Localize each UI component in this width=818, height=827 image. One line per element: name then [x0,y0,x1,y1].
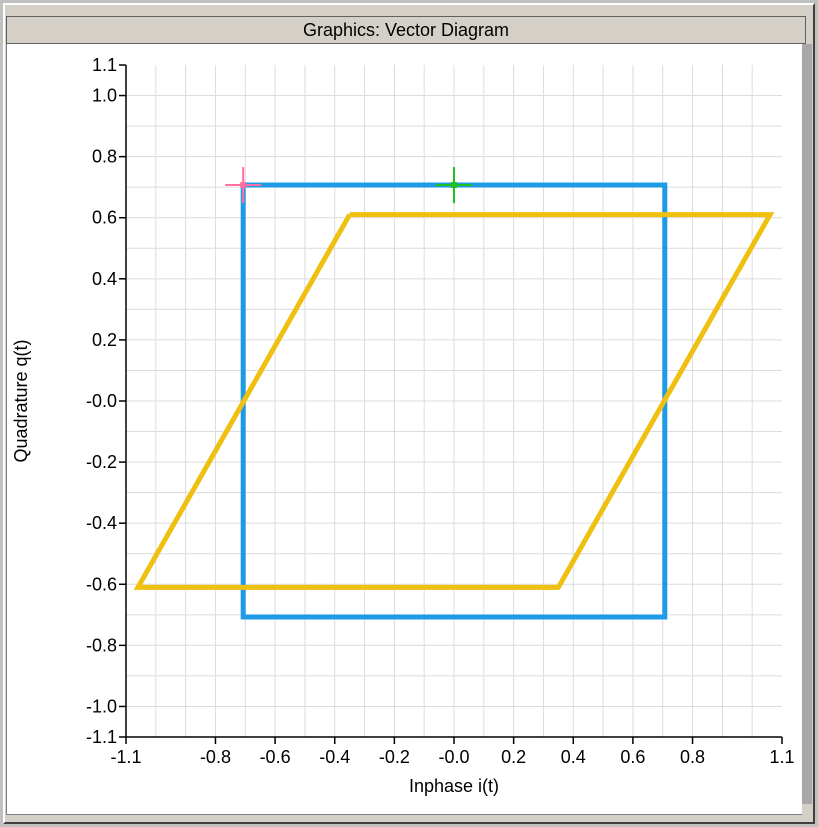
y-tick-label: -1.1 [86,727,117,747]
right-panel-strip [801,44,812,804]
y-tick-label: -0.8 [86,635,117,655]
y-tick-label: 0.4 [92,269,117,289]
x-tick-label: -0.6 [260,747,291,767]
x-tick-label: -0.0 [438,747,469,767]
x-tick-label: 0.6 [620,747,645,767]
x-tick-label: -0.8 [200,747,231,767]
x-tick-label: -0.2 [379,747,410,767]
y-tick-label: 1.1 [92,55,117,75]
start-marker [225,167,262,204]
y-tick-label: -0.4 [86,513,117,533]
x-tick-label: -0.4 [319,747,350,767]
x-tick-label: 0.2 [501,747,526,767]
x-tick-label: 0.8 [680,747,705,767]
y-tick-label: -0.0 [86,391,117,411]
y-tick-label: -0.2 [86,452,117,472]
start-marker-dot [240,182,247,189]
y-axis-label: Quadrature q(t) [11,339,31,462]
window-title: Graphics: Vector Diagram [6,16,806,44]
y-tick-label: 0.6 [92,208,117,228]
vector-diagram-chart: 1.1 1.0 0.8 0.6 0.4 0.2 -0.0 -0.2 -0.4 -0.6 -0.8 -1… [11,55,795,796]
x-tick-label: 1.1 [769,747,794,767]
center-marker-dot [451,182,457,189]
y-tick-label: -0.6 [86,574,117,594]
y-tick-label: 0.8 [92,147,117,167]
x-tick-label: -1.1 [110,747,141,767]
series-line-1 [133,212,775,590]
center-marker [436,167,472,204]
y-tick-label: 0.2 [92,330,117,350]
plot-panel: 1.1 1.0 0.8 0.6 0.4 0.2 -0.0 -0.2 -0.4 -0.6 -0.8 -1… [6,44,802,815]
x-tick-label: 0.4 [561,747,586,767]
x-axis-label: Inphase i(t) [409,776,499,796]
series-line-0 [240,182,668,620]
y-tick-label: -1.0 [86,696,117,716]
y-tick-label: 1.0 [92,86,117,106]
